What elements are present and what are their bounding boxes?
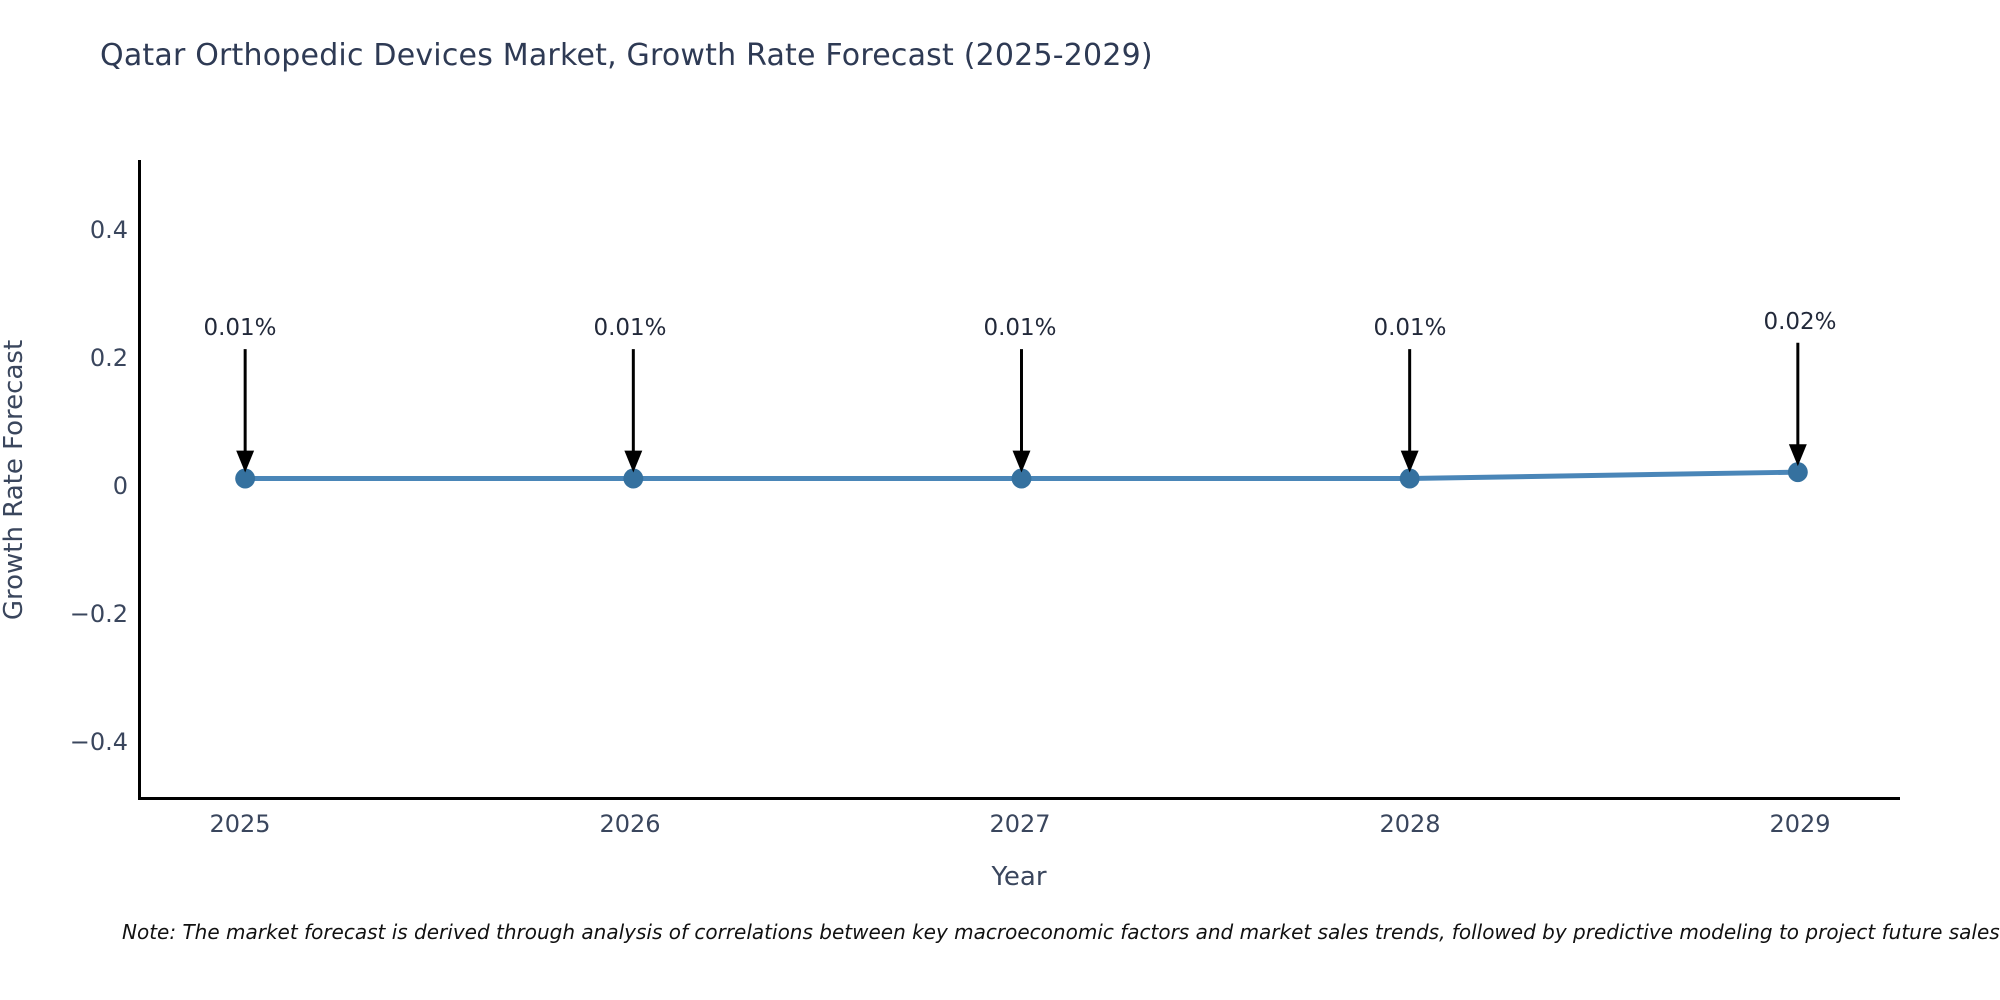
- annotation-arrowhead: [1400, 450, 1419, 473]
- annotation-arrowhead: [1012, 450, 1031, 473]
- data-point[interactable]: [1399, 468, 1420, 489]
- x-axis-label: Year: [991, 862, 1047, 892]
- data-point-annotation: 0.01%: [1373, 315, 1447, 341]
- data-point[interactable]: [1011, 468, 1032, 489]
- annotation-arrowhead: [236, 450, 255, 473]
- x-tick-label: 2029: [1769, 810, 1831, 838]
- y-tick-label: −0.4: [69, 728, 128, 757]
- data-point[interactable]: [235, 468, 256, 489]
- x-tick-label: 2025: [209, 810, 271, 838]
- plot-area: [138, 160, 1900, 800]
- annotation-arrowhead: [624, 450, 643, 473]
- data-point-annotation: 0.01%: [203, 315, 277, 341]
- annotation-arrowhead: [1788, 444, 1807, 467]
- chart-title: Qatar Orthopedic Devices Market, Growth …: [100, 38, 1153, 73]
- line-chart: [235, 342, 1808, 489]
- x-tick-label: 2028: [1379, 810, 1441, 838]
- data-point-annotation: 0.02%: [1763, 308, 1837, 335]
- footnote: Note: The market forecast is derived thr…: [122, 920, 2000, 944]
- y-tick-label: 0.4: [89, 216, 128, 245]
- y-tick-label: 0.2: [89, 344, 128, 373]
- data-point-annotation: 0.01%: [593, 315, 667, 341]
- data-point[interactable]: [623, 468, 644, 489]
- data-point[interactable]: [1787, 462, 1808, 483]
- y-tick-label: −0.2: [69, 600, 128, 629]
- x-tick-label: 2027: [989, 810, 1051, 838]
- y-axis-label: Growth Rate Forecast: [0, 339, 29, 621]
- x-tick-label: 2026: [599, 810, 661, 838]
- y-tick-label: 0: [112, 472, 128, 501]
- data-point-annotation: 0.01%: [983, 315, 1057, 341]
